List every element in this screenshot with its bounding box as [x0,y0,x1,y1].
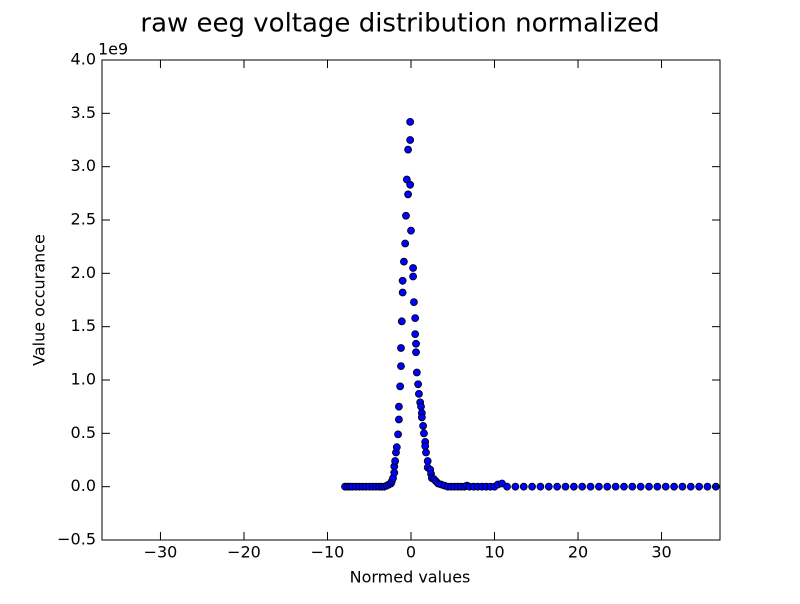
scatter-point [394,402,403,411]
scatter-point [620,482,628,491]
x-tick-label: 30 [651,543,671,562]
x-tick-label: −20 [227,543,261,562]
scatter-point [670,482,678,491]
scatter-point [404,145,412,154]
scatter-point [406,117,415,126]
x-tick-label: 0 [406,543,416,562]
scatter-point [409,272,417,281]
scatter-point [536,482,545,491]
y-tick-label: 1.5 [71,316,96,335]
scatter-point [406,136,415,144]
scatter-point [519,482,528,491]
scatter-point [415,389,423,398]
scatter-point [400,257,408,266]
scatter-point [411,314,420,323]
scatter-point [695,482,704,491]
scatter-point [511,482,520,491]
x-tick-label: −30 [144,543,178,562]
scatter-point [661,482,670,491]
scatter-point [419,421,428,430]
scatter-point [595,482,603,491]
scatter-point [397,317,406,326]
scatter-point [407,226,415,235]
scatter-point [391,457,400,465]
scatter-point [653,482,662,491]
scatter-point [396,382,405,391]
scatter-point [410,298,418,307]
y-tick-label: 4.0 [71,50,96,69]
y-tick-label: 2.0 [71,263,96,282]
scatter-point [528,482,536,491]
scatter-point [421,442,430,451]
y-tick-label: 0.5 [71,423,96,442]
scatter-point [414,380,422,389]
y-tick-label: 1.0 [71,370,96,389]
scatter-point [578,482,587,491]
scatter-point [412,368,421,377]
scatter-point [401,239,410,248]
scatter-point [645,482,653,491]
scatter-point [611,482,620,491]
scatter-point [422,448,430,457]
scatter-point [402,211,410,220]
scatter-point [553,482,562,491]
x-tick-label: −10 [311,543,345,562]
scatter-point [586,482,595,491]
scatter-point [390,468,399,477]
x-tick-label: 20 [568,543,588,562]
scatter-point [561,482,570,491]
plot-area [341,117,720,491]
scatter-point [703,482,712,491]
scatter-point [544,482,553,491]
scatter-point [394,415,403,424]
scatter-point [397,344,405,352]
scatter-point [628,482,637,491]
y-tick-label: 3.5 [71,103,96,122]
scatter-point [686,482,695,491]
scatter-point [406,180,415,189]
scatter-point [392,443,401,452]
scatter-point [636,482,645,491]
scatter-point [409,264,417,272]
scatter-point [412,339,420,348]
scatter-point [398,276,407,285]
scatter-point [503,482,511,491]
y-tick-label: −0.5 [57,530,96,549]
y-axis-label: Value occurance [30,234,49,366]
scatter-point [412,348,420,357]
y-tick-label: 0.0 [71,476,96,495]
scatter-point [398,288,407,297]
scatter-point [420,429,428,438]
x-tick-label: 10 [484,543,504,562]
y-tick-label: 3.0 [71,156,96,175]
scatter-point [569,482,578,491]
scatter-point [417,413,426,422]
scatter-point [394,430,402,439]
scatter-point [397,362,405,371]
scatter-point [678,482,687,491]
scatter-point [423,457,432,465]
scatter-point [404,190,412,199]
y-tick-label: 2.5 [71,210,96,229]
y-offset-label: 1e9 [98,40,128,59]
scatter-point [411,330,420,339]
scatter-point [603,482,612,491]
chart-title: raw eeg voltage distribution normalized [140,9,659,39]
scatter-point [417,402,425,411]
x-axis-label: Normed values [350,568,471,587]
